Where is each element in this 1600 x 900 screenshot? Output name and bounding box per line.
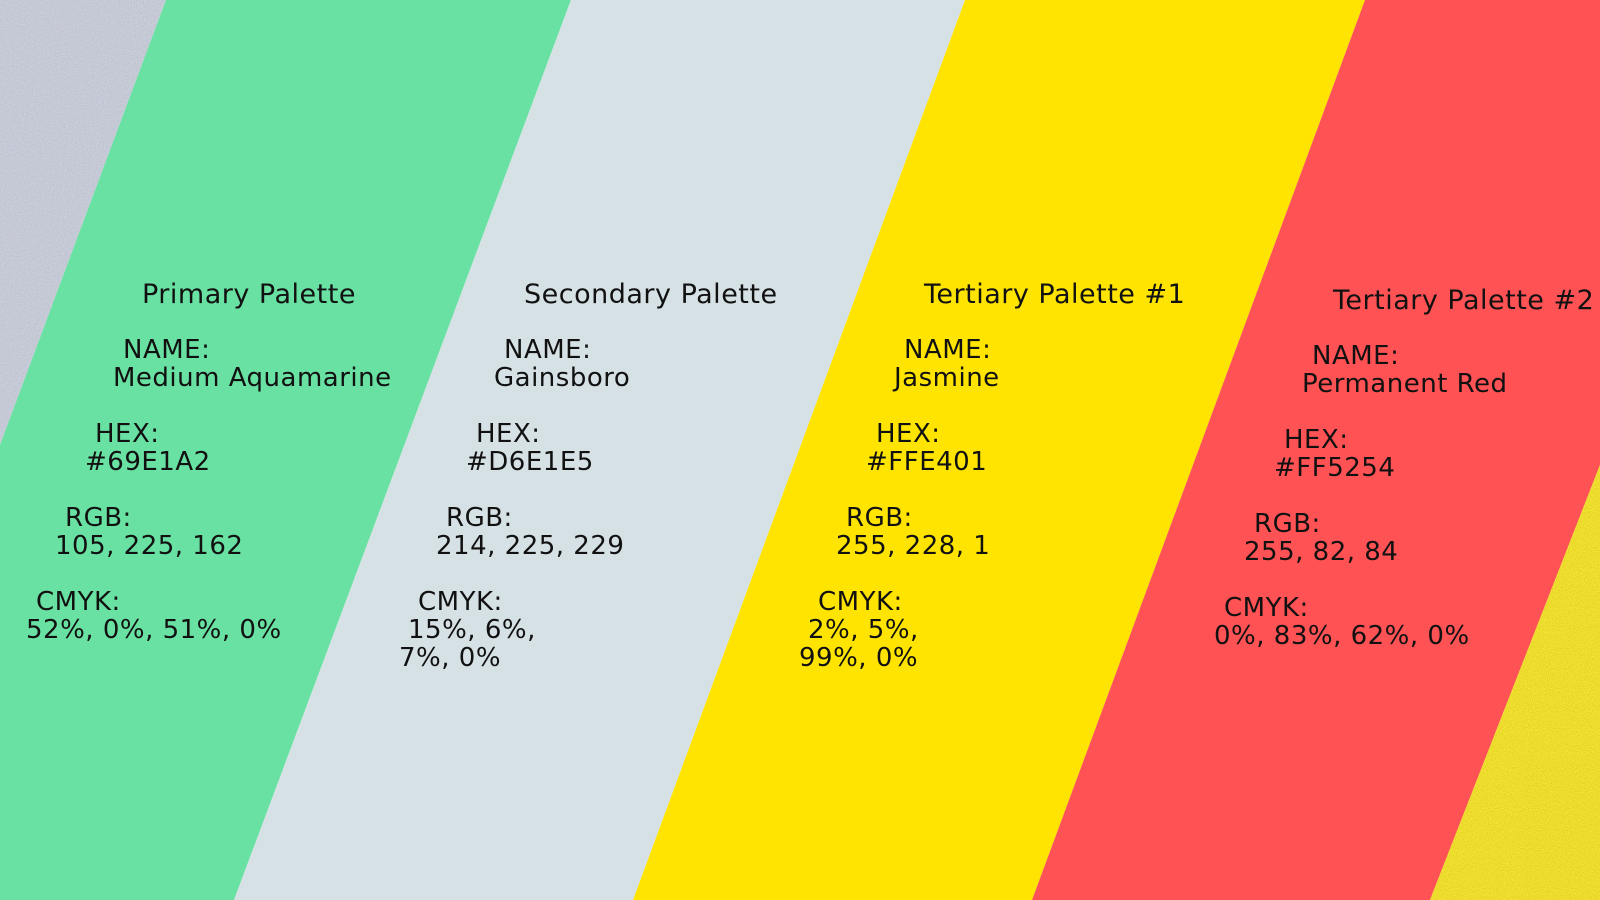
cmyk-label: CMYK: [818, 587, 903, 617]
hex-value: #FF5254 [1274, 453, 1396, 483]
name-label: NAME: [123, 335, 211, 365]
rgb-value: 255, 82, 84 [1244, 537, 1399, 567]
band-tertiary-2 [1032, 0, 1600, 900]
cmyk-label: CMYK: [36, 587, 121, 617]
color-name: Permanent Red [1302, 369, 1508, 399]
hex-value: #D6E1E5 [466, 447, 594, 477]
rgb-value: 105, 225, 162 [55, 531, 244, 561]
cmyk-value: 0%, 83%, 62%, 0% [1214, 621, 1470, 651]
cmyk-value-line-1: 2%, 5%, [808, 615, 919, 645]
hex-label: HEX: [95, 419, 160, 449]
hex-label: HEX: [1284, 425, 1349, 455]
cmyk-value-line-2: 7%, 0% [399, 643, 502, 673]
rgb-value: 255, 228, 1 [836, 531, 991, 561]
palette-title: Tertiary Palette #2 [1333, 285, 1595, 316]
hex-value: #FFE401 [866, 447, 988, 477]
cmyk-value-line-2: 99%, 0% [799, 643, 919, 673]
rgb-label: RGB: [446, 503, 513, 533]
name-label: NAME: [1312, 341, 1400, 371]
color-name: Gainsboro [494, 363, 631, 393]
band-tertiary-1 [633, 0, 1365, 900]
rgb-label: RGB: [65, 503, 132, 533]
cmyk-value: 52%, 0%, 51%, 0% [26, 615, 282, 645]
hex-value: #69E1A2 [85, 447, 211, 477]
name-label: NAME: [504, 335, 592, 365]
palette-title: Tertiary Palette #1 [924, 279, 1186, 310]
color-name: Medium Aquamarine [113, 363, 392, 393]
cmyk-label: CMYK: [1224, 593, 1309, 623]
hex-label: HEX: [876, 419, 941, 449]
palette-title: Secondary Palette [524, 279, 778, 310]
cmyk-value-line-1: 15%, 6%, [408, 615, 536, 645]
hex-label: HEX: [476, 419, 541, 449]
rgb-label: RGB: [1254, 509, 1321, 539]
band-secondary [234, 0, 965, 900]
color-name: Jasmine [894, 363, 1000, 393]
palette-title: Primary Palette [142, 279, 356, 310]
rgb-value: 214, 225, 229 [436, 531, 625, 561]
rgb-label: RGB: [846, 503, 913, 533]
name-label: NAME: [904, 335, 992, 365]
band-primary [0, 0, 571, 900]
cmyk-label: CMYK: [418, 587, 503, 617]
